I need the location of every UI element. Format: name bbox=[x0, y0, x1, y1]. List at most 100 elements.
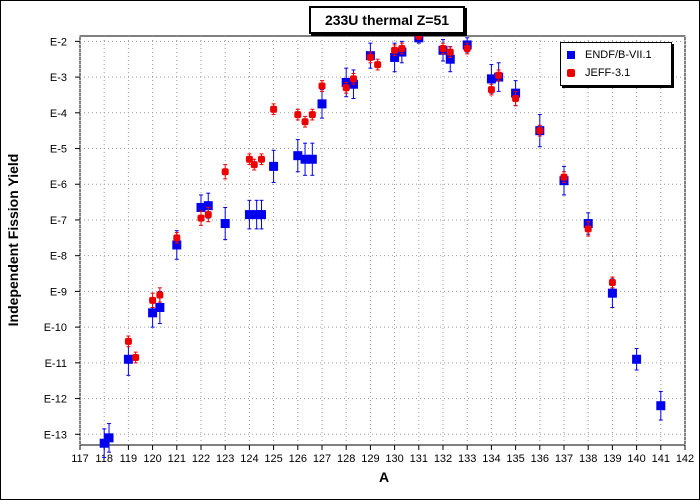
x-tick-label: 127 bbox=[313, 453, 331, 465]
x-tick-label: 141 bbox=[652, 453, 670, 465]
x-tick-label: 135 bbox=[506, 453, 524, 465]
x-tick-label: 133 bbox=[458, 453, 476, 465]
legend-swatch-endf bbox=[567, 51, 575, 60]
legend-entry-jeff: JEFF-3.1 bbox=[567, 66, 630, 80]
data-point bbox=[149, 296, 157, 304]
data-point bbox=[196, 202, 206, 212]
data-point bbox=[584, 225, 592, 233]
y-tick-label: E-8 bbox=[50, 251, 67, 263]
x-tick-label: 126 bbox=[289, 453, 307, 465]
data-point bbox=[244, 210, 254, 220]
data-point bbox=[656, 401, 666, 411]
x-tick-label: 132 bbox=[434, 453, 452, 465]
data-point bbox=[204, 211, 212, 219]
data-point bbox=[257, 210, 266, 220]
x-tick-label: 119 bbox=[120, 453, 138, 465]
data-point bbox=[536, 127, 544, 135]
x-tick-label: 118 bbox=[95, 453, 113, 465]
data-point bbox=[487, 86, 495, 94]
legend-label-endf: ENDF/B-VII.1 bbox=[585, 49, 652, 61]
data-point bbox=[132, 353, 140, 361]
x-tick-label: 134 bbox=[482, 453, 500, 465]
data-point bbox=[439, 45, 447, 53]
y-tick-label: E-2 bbox=[50, 36, 67, 48]
y-tick-label: E-3 bbox=[50, 72, 67, 84]
data-point bbox=[258, 155, 265, 163]
x-tick-label: 131 bbox=[410, 453, 428, 465]
y-tick-label: E-5 bbox=[50, 144, 67, 156]
data-point bbox=[104, 433, 114, 443]
data-point bbox=[446, 48, 454, 56]
data-point bbox=[269, 161, 279, 171]
data-point bbox=[245, 155, 253, 163]
grid bbox=[79, 36, 686, 445]
data-point bbox=[445, 54, 455, 64]
y-tick-label: E-6 bbox=[50, 179, 67, 191]
data-point bbox=[220, 219, 230, 229]
x-tick-label: 138 bbox=[579, 453, 597, 465]
data-point bbox=[398, 45, 406, 53]
data-point bbox=[203, 201, 213, 211]
data-point bbox=[221, 168, 229, 176]
data-point bbox=[173, 234, 181, 242]
data-point bbox=[317, 99, 327, 109]
y-tick-label: E-7 bbox=[50, 215, 67, 227]
data-point bbox=[608, 278, 616, 286]
data-point bbox=[415, 32, 423, 40]
chart-title: 233U thermal Z=51 bbox=[309, 6, 465, 34]
data-point bbox=[391, 46, 399, 54]
data-point bbox=[156, 291, 164, 299]
data-point bbox=[390, 52, 400, 62]
x-tick-label: 137 bbox=[555, 453, 573, 465]
legend-swatch-jeff bbox=[567, 69, 575, 78]
data-point bbox=[495, 71, 503, 79]
data-point bbox=[294, 111, 302, 119]
x-tick-label: 142 bbox=[676, 453, 694, 465]
legend-entry-endf: ENDF/B-VII.1 bbox=[567, 48, 652, 62]
x-tick-label: 125 bbox=[264, 453, 282, 465]
data-point bbox=[270, 105, 278, 113]
data-point bbox=[318, 82, 326, 90]
data-point bbox=[148, 308, 158, 318]
x-tick-label: 117 bbox=[71, 453, 89, 465]
data-point bbox=[250, 161, 258, 169]
y-tick-label: E-10 bbox=[44, 322, 67, 334]
data-point bbox=[512, 95, 520, 103]
x-axis: 117 118 119 120 121 122 123 124 125 126 127 128 129 1… bbox=[71, 445, 694, 465]
data-point bbox=[197, 214, 205, 222]
x-tick-label: 140 bbox=[627, 453, 645, 465]
plot-border bbox=[79, 35, 686, 446]
x-tick-label: 120 bbox=[143, 453, 161, 465]
data-point bbox=[463, 45, 471, 53]
x-tick-label: 128 bbox=[337, 453, 355, 465]
data-point bbox=[374, 61, 382, 69]
y-axis: E-2 E-3 E-4 E-5 E-6 E-7 E-8 E-9 E-10 E-11 E-12 E-13 bbox=[44, 36, 80, 441]
data-point bbox=[124, 337, 132, 345]
data-point bbox=[300, 154, 310, 164]
x-axis-label: A bbox=[379, 469, 389, 485]
x-tick-label: 129 bbox=[361, 453, 379, 465]
x-tick-label: 124 bbox=[240, 453, 258, 465]
x-tick-label: 130 bbox=[385, 453, 403, 465]
x-tick-label: 121 bbox=[168, 453, 186, 465]
data-point bbox=[123, 354, 133, 364]
data-point bbox=[632, 354, 642, 364]
data-point bbox=[486, 74, 496, 84]
y-tick-label: E-4 bbox=[50, 108, 67, 120]
y-axis-label: Independent Fission Yield bbox=[5, 154, 21, 327]
data-point bbox=[252, 210, 262, 220]
data-point bbox=[607, 288, 617, 298]
legend-label-jeff: JEFF-3.1 bbox=[585, 67, 631, 79]
x-tick-label: 139 bbox=[603, 453, 621, 465]
data-point bbox=[342, 84, 350, 92]
data-point bbox=[308, 111, 316, 119]
y-tick-label: E-13 bbox=[44, 429, 67, 441]
data-point bbox=[172, 240, 182, 250]
y-tick-label: E-11 bbox=[45, 358, 67, 370]
x-tick-label: 122 bbox=[192, 453, 210, 465]
x-tick-label: 123 bbox=[216, 453, 234, 465]
y-tick-label: E-9 bbox=[50, 286, 67, 298]
data-point bbox=[349, 75, 357, 83]
series-jeff bbox=[124, 31, 616, 364]
